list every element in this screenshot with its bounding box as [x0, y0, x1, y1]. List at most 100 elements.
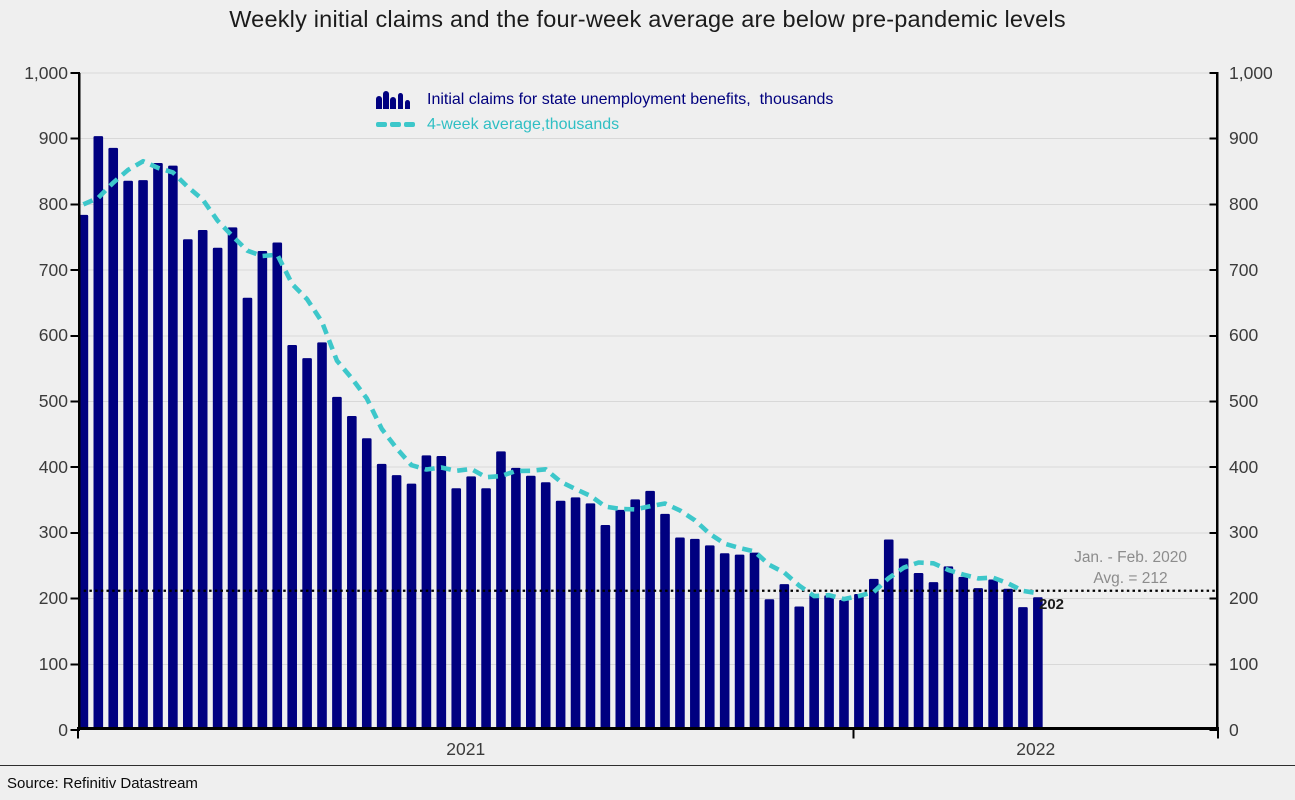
- initial-claims-bar: [1003, 588, 1013, 730]
- initial-claims-bar: [570, 497, 581, 730]
- latest-value-label: 202: [1039, 596, 1065, 613]
- y-axis-label-right: 700: [1229, 259, 1259, 280]
- initial-claims-bar: [660, 513, 670, 730]
- y-axis-label-left: 200: [38, 588, 68, 609]
- initial-claims-bar: [973, 588, 984, 730]
- initial-claims-bar: [854, 594, 864, 730]
- y-axis-label-right: 600: [1229, 325, 1259, 346]
- y-axis-label-left: 700: [38, 259, 68, 280]
- y-axis-label-right: 100: [1229, 653, 1259, 674]
- x-axis-label-year: 2022: [1016, 739, 1056, 759]
- initial-claims-bar: [361, 438, 372, 730]
- legend-item-initial-claims: Initial claims for state unemployment be…: [376, 87, 833, 112]
- initial-claims-bar: [1018, 607, 1028, 730]
- dashed-line-icon: [376, 122, 420, 127]
- y-axis-label-left: 0: [58, 719, 68, 740]
- initial-claims-bar: [839, 599, 849, 730]
- y-axis-label-left: 600: [38, 325, 68, 346]
- initial-claims-bar: [764, 599, 775, 730]
- initial-claims-bar: [719, 553, 730, 730]
- y-axis-label-left: 400: [38, 456, 68, 477]
- annotation-period-text: Jan. - Feb. 2020: [1074, 549, 1187, 566]
- y-axis-label-right: 900: [1229, 128, 1259, 149]
- plot-area: [70, 72, 1219, 739]
- initial-claims-bar: [466, 476, 476, 730]
- initial-claims-bar: [794, 606, 805, 730]
- initial-claims-bar: [78, 214, 89, 731]
- initial-claims-bar: [1033, 597, 1043, 730]
- initial-claims-bar: [555, 500, 566, 730]
- four-week-average-line: [82, 158, 1039, 602]
- initial-claims-bar: [943, 566, 954, 730]
- initial-claims-bar: [317, 342, 327, 730]
- initial-claims-bar: [824, 595, 834, 730]
- y-axis-label-right: 1,000: [1229, 62, 1273, 83]
- initial-claims-bar: [928, 582, 939, 730]
- initial-claims-bar: [734, 554, 745, 730]
- initial-claims-bar: [913, 572, 924, 730]
- initial-claims-bar: [108, 147, 119, 730]
- y-axis-label-left: 300: [38, 522, 68, 543]
- initial-claims-bar: [227, 227, 238, 730]
- initial-claims-bar: [690, 538, 700, 730]
- initial-claims-bar: [883, 539, 894, 730]
- initial-claims-bar: [182, 239, 193, 730]
- y-axis-label-right: 500: [1229, 391, 1259, 411]
- x-axis-label-year: 2021: [446, 739, 486, 759]
- initial-claims-bar: [168, 165, 178, 731]
- initial-claims-bar: [138, 180, 148, 730]
- initial-claims-bar: [481, 488, 491, 730]
- initial-claims-bar: [749, 552, 760, 730]
- initial-claims-bar: [212, 247, 223, 730]
- initial-claims-bar: [242, 297, 253, 730]
- footer-divider: [0, 765, 1295, 766]
- initial-claims-bar: [451, 488, 462, 730]
- initial-claims-bar: [779, 584, 790, 730]
- initial-claims-bar: [406, 483, 417, 730]
- chart-title: Weekly initial claims and the four-week …: [229, 6, 1066, 32]
- initial-claims-bar: [436, 456, 447, 730]
- initial-claims-bar: [630, 499, 640, 730]
- source-caption: Source: Refinitiv Datastream: [7, 775, 198, 792]
- initial-claims-bar: [93, 136, 104, 730]
- legend-label-initial-claims: Initial claims for state unemployment be…: [427, 90, 834, 108]
- pre-pandemic-average-annotation: Jan. - Feb. 2020 Avg. = 212: [1053, 547, 1208, 589]
- initial-claims-bar: [540, 482, 551, 730]
- y-axis-label-right: 200: [1229, 588, 1259, 609]
- initial-claims-bar: [704, 545, 715, 730]
- y-axis-label-right: 400: [1229, 456, 1259, 477]
- initial-claims-bar: [153, 163, 163, 730]
- legend-item-4-week-average: 4-week average,thousands: [376, 112, 833, 137]
- initial-claims-bar: [272, 242, 283, 731]
- legend-label-4-week-average: 4-week average,thousands: [427, 115, 620, 133]
- initial-claims-bar: [615, 509, 626, 730]
- y-axis-label-left: 500: [38, 391, 68, 411]
- initial-claims-bar: [332, 396, 342, 730]
- y-axis-label-right: 0: [1229, 719, 1239, 740]
- y-axis-label-left: 100: [38, 653, 68, 674]
- legend: Initial claims for state unemployment be…: [376, 87, 833, 137]
- chart-canvas: [70, 72, 1219, 739]
- initial-claims-bar: [123, 180, 133, 731]
- initial-claims-bar: [585, 503, 596, 730]
- annotation-average-text: Avg. = 212: [1093, 570, 1168, 587]
- initial-claims-bar: [988, 579, 998, 730]
- y-axis-label-right: 800: [1229, 193, 1259, 214]
- initial-claims-bar: [958, 576, 969, 730]
- initial-claims-bar: [809, 594, 819, 730]
- initial-claims-bar: [391, 475, 402, 730]
- initial-claims-bar: [869, 578, 879, 730]
- y-axis-label-left: 1,000: [24, 62, 68, 83]
- initial-claims-bar: [675, 537, 685, 730]
- initial-claims-bar: [526, 475, 536, 730]
- bar-series-icon: [376, 90, 420, 109]
- initial-claims-bar: [197, 230, 208, 730]
- initial-claims-bar: [898, 558, 909, 730]
- initial-claims-bar: [511, 467, 521, 730]
- y-axis-label-left: 900: [38, 128, 68, 149]
- initial-claims-bar: [347, 415, 357, 730]
- initial-claims-bar: [287, 344, 297, 730]
- y-axis-label-left: 800: [38, 193, 68, 214]
- initial-claims-bar: [257, 251, 268, 730]
- initial-claims-bar: [600, 525, 611, 730]
